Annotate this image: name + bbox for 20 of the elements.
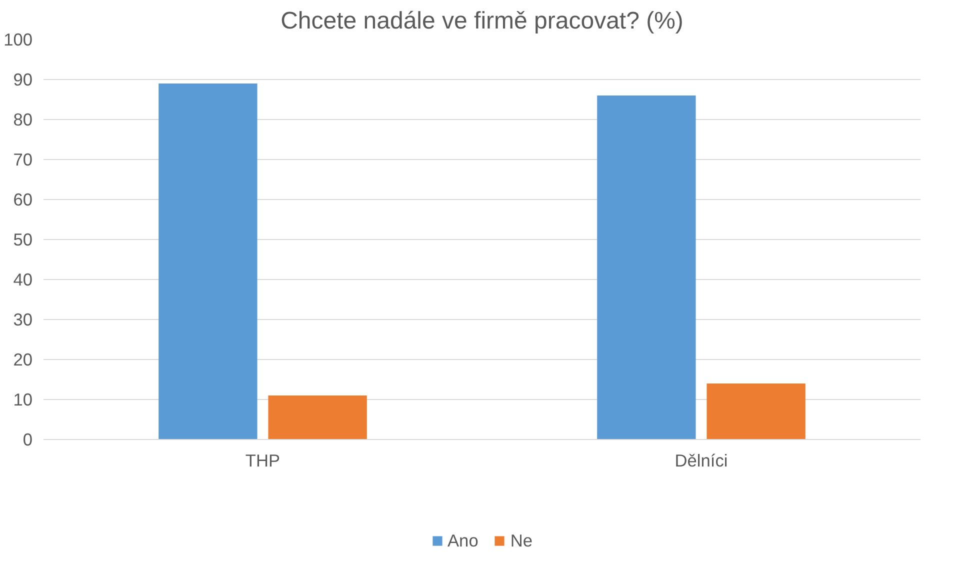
legend-label: Ano	[448, 530, 478, 551]
legend-label: Ne	[510, 530, 532, 551]
y-tick-label: 60	[13, 190, 33, 210]
y-tick-label: 50	[13, 230, 33, 250]
bar	[597, 96, 696, 440]
y-tick-label: 40	[13, 270, 33, 290]
y-tick-label: 0	[22, 430, 33, 450]
bar	[268, 396, 367, 440]
y-tick-label: 30	[13, 310, 33, 330]
y-tick-label: 70	[13, 150, 33, 170]
bar	[706, 384, 806, 440]
y-tick-label: 100	[4, 30, 33, 50]
y-tick-label: 10	[13, 390, 33, 410]
x-tick-label: Dělníci	[674, 450, 728, 470]
y-tick-label: 20	[13, 350, 33, 370]
bar	[158, 84, 258, 440]
y-tick-label: 80	[13, 110, 33, 130]
x-tick-label: THP	[245, 450, 280, 470]
chart-title: Chcete nadále ve firmě pracovat? (%)	[280, 8, 684, 34]
y-tick-label: 90	[13, 70, 33, 90]
